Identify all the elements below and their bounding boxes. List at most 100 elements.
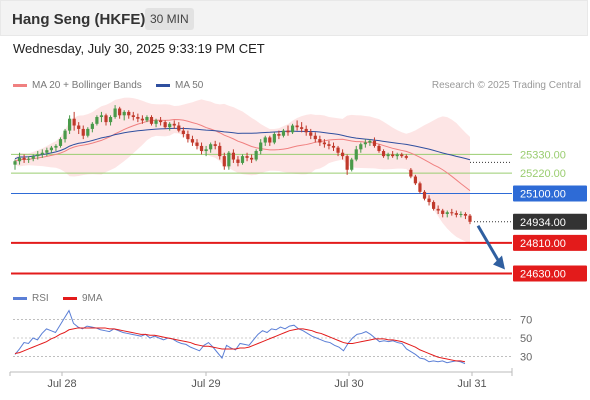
candle-body xyxy=(108,117,113,123)
candle-body xyxy=(90,123,94,129)
candle-body xyxy=(222,156,226,167)
candle-body xyxy=(432,202,436,209)
candle-body xyxy=(190,139,195,143)
rsi-ma-label: 9MA xyxy=(82,293,103,304)
candle-body xyxy=(359,144,363,150)
candle-body xyxy=(36,154,40,157)
candle-body xyxy=(400,154,404,157)
x-tick-label: Jul 30 xyxy=(334,378,363,390)
candle-body xyxy=(13,161,17,165)
candle-body xyxy=(368,140,372,143)
candle-body xyxy=(213,144,217,146)
candle-body xyxy=(149,117,154,124)
candle-body xyxy=(341,152,345,157)
candle-body xyxy=(159,120,163,123)
candle-body xyxy=(281,130,286,136)
level-tag-support xyxy=(513,234,587,251)
rsi-swatch xyxy=(13,296,27,300)
candle-body xyxy=(272,134,276,143)
legend-ma20: MA 20 + Bollinger Bands xyxy=(13,80,142,91)
ma50-line xyxy=(14,127,471,161)
candle-body xyxy=(331,145,336,148)
candle-body xyxy=(122,111,126,116)
forecast-arrow-head xyxy=(493,255,505,270)
candle-body xyxy=(391,154,395,157)
level-label-support: 24810.00 xyxy=(520,238,566,250)
legend-rsi: RSI xyxy=(13,293,49,304)
candle-body xyxy=(68,118,72,131)
candle-body xyxy=(58,139,63,146)
candle-body xyxy=(45,150,49,153)
candle-body xyxy=(441,210,445,214)
level-label-pivot: 25100.00 xyxy=(520,189,566,201)
level-tag-support xyxy=(513,265,587,282)
rsi-tick-label: 70 xyxy=(520,315,532,327)
candle-body xyxy=(245,156,249,158)
candle-body xyxy=(381,151,386,157)
x-tick-label: Jul 29 xyxy=(191,378,220,390)
x-tick-label: Jul 28 xyxy=(47,378,76,390)
candle-body xyxy=(313,135,317,140)
level-label-last: 24934.00 xyxy=(520,217,566,229)
candle-body xyxy=(17,157,22,162)
x-tick-label: Jul 31 xyxy=(457,378,486,390)
rsi-ma-line xyxy=(14,327,466,363)
candle-body xyxy=(195,142,199,146)
candle-body xyxy=(454,213,458,215)
date-line: Wednesday, July 30, 2025 9:33:19 PM CET xyxy=(13,41,265,56)
candle-body xyxy=(395,154,399,157)
candle-body xyxy=(254,151,258,160)
candle-body xyxy=(99,115,104,118)
candle-body xyxy=(77,125,81,129)
candle-body xyxy=(72,118,76,126)
candle-body xyxy=(145,117,149,121)
rsi-label: RSI xyxy=(32,293,49,304)
candle-body xyxy=(136,117,140,119)
candle-body xyxy=(81,128,85,136)
candle-body xyxy=(286,130,290,133)
candle-body xyxy=(463,213,468,216)
candle-body xyxy=(295,125,299,128)
candle-body xyxy=(459,213,463,215)
header-bar: Hang Seng (HKFE) 30 MIN xyxy=(0,0,588,36)
ma20-swatch xyxy=(13,83,27,87)
candle-body xyxy=(199,145,204,152)
ma50-label: MA 50 xyxy=(175,80,204,91)
candle-body xyxy=(95,117,99,124)
legend-rsi-ma: 9MA xyxy=(63,293,103,304)
candle-body xyxy=(277,134,281,136)
timeframe-badge[interactable]: 30 MIN xyxy=(145,8,194,30)
candle-body xyxy=(227,152,231,167)
candle-body xyxy=(290,125,295,133)
ma20-label: MA 20 + Bollinger Bands xyxy=(32,80,142,91)
rsi-tick-label: 50 xyxy=(520,333,532,345)
bollinger-band xyxy=(15,97,470,245)
candle-body xyxy=(386,154,390,157)
level-label-resistance: 25330.00 xyxy=(520,149,566,161)
candle-body xyxy=(31,156,35,159)
candle-body xyxy=(413,176,417,184)
candle-body xyxy=(350,159,354,170)
forecast-arrow-shaft xyxy=(476,225,502,265)
level-label-resistance: 25220.00 xyxy=(520,168,566,180)
candle-body xyxy=(327,144,331,146)
legend-ma50: MA 50 xyxy=(156,80,203,91)
level-label-support: 24630.00 xyxy=(520,268,566,280)
candle-body xyxy=(113,108,117,118)
instrument-title: Hang Seng (HKFE) xyxy=(12,11,146,28)
candle-body xyxy=(118,108,122,116)
rsi-line xyxy=(14,309,466,365)
candle-body xyxy=(322,142,326,145)
candle-body xyxy=(240,156,245,163)
candle-body xyxy=(372,140,377,146)
candle-body xyxy=(40,152,44,155)
candle-body xyxy=(263,137,267,143)
candle-body xyxy=(418,183,422,192)
candle-body xyxy=(345,156,349,170)
rsi-tick-label: 30 xyxy=(520,351,532,363)
candle-body xyxy=(218,145,222,157)
level-tag-last xyxy=(513,213,587,230)
candle-body xyxy=(86,128,90,136)
